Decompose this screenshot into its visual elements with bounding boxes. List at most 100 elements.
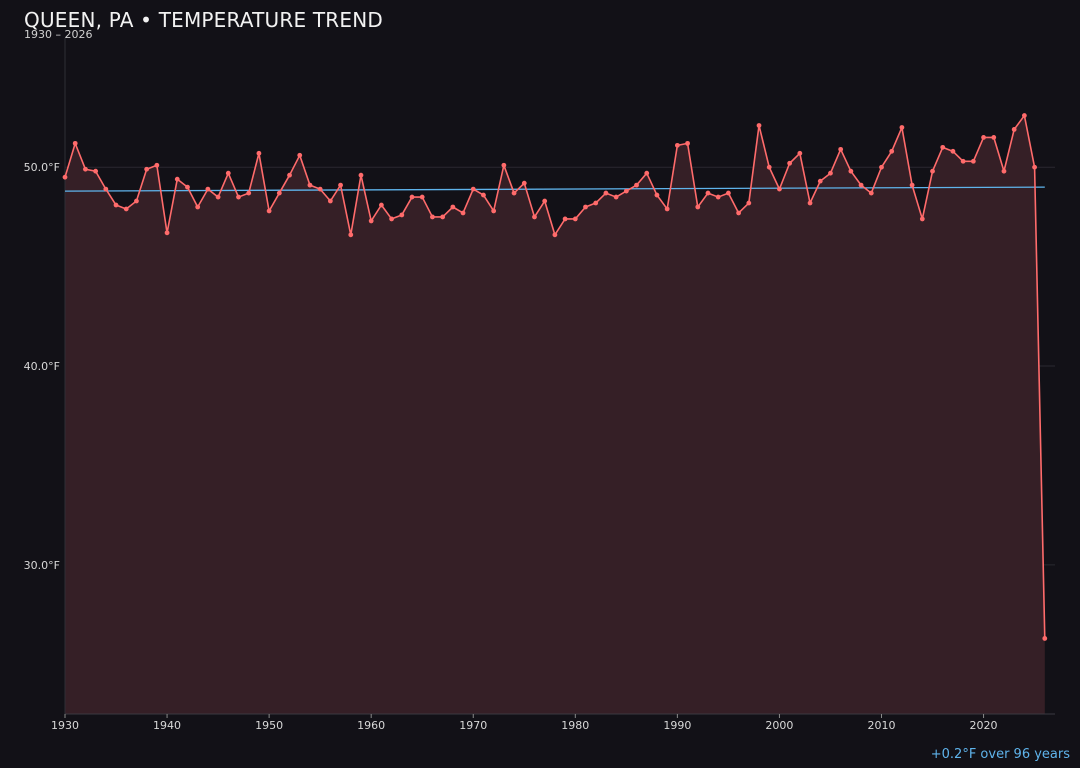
data-point-1946: [225, 170, 231, 176]
y-tick-label: 30.0°F: [24, 559, 60, 572]
data-point-2018: [960, 158, 966, 164]
data-point-1957: [338, 182, 343, 188]
data-point-2017: [950, 148, 956, 154]
x-tick-label: 1980: [561, 719, 589, 732]
data-point-1937: [134, 198, 139, 204]
data-point-1999: [766, 164, 772, 170]
data-point-1998: [756, 123, 762, 128]
data-point-1982: [593, 200, 599, 206]
data-point-1933: [93, 168, 99, 174]
data-point-1986: [634, 182, 639, 188]
data-point-2024: [1021, 113, 1027, 118]
data-point-1992: [695, 204, 701, 210]
y-tick-labels: 30.0°F 40.0°F 50.0°F: [24, 161, 60, 572]
data-point-1974: [511, 190, 517, 196]
data-point-2007: [848, 168, 854, 174]
data-point-1959: [358, 172, 364, 178]
data-point-1956: [327, 198, 333, 204]
data-point-1987: [644, 170, 650, 176]
data-point-2016: [940, 144, 946, 150]
data-point-1970: [470, 186, 476, 192]
data-point-1960: [368, 218, 374, 224]
data-point-1996: [736, 210, 742, 216]
data-point-2014: [919, 216, 925, 222]
data-point-1936: [123, 206, 129, 212]
data-point-2001: [787, 160, 793, 166]
trend-summary: +0.2°F over 96 years: [930, 747, 1070, 762]
data-point-1989: [664, 206, 670, 212]
data-point-1968: [450, 204, 456, 210]
data-point-1962: [389, 216, 394, 222]
data-point-1932: [83, 166, 88, 172]
data-point-1977: [542, 198, 548, 204]
data-point-1980: [572, 216, 578, 222]
data-point-1991: [685, 140, 690, 146]
data-point-1943: [195, 204, 201, 210]
data-point-2020: [981, 135, 986, 140]
data-point-1967: [440, 214, 446, 220]
data-point-2008: [858, 182, 864, 188]
x-tick-label: 2010: [867, 719, 895, 732]
chart-title: QUEEN, PA • TEMPERATURE TREND: [24, 8, 383, 32]
data-point-1973: [501, 162, 507, 168]
data-point-1972: [491, 208, 497, 214]
data-point-2011: [889, 148, 895, 154]
data-point-1984: [613, 194, 619, 200]
area-fill: [65, 115, 1045, 714]
data-point-1964: [409, 194, 415, 200]
data-point-1940: [164, 230, 170, 236]
data-point-1981: [583, 204, 588, 210]
data-point-1993: [705, 190, 711, 196]
data-point-1949: [256, 150, 262, 156]
x-tick-label: 1970: [459, 719, 487, 732]
data-point-2025: [1032, 164, 1037, 170]
data-point-1947: [236, 194, 241, 200]
data-point-1979: [562, 216, 568, 222]
data-point-2022: [1001, 168, 1007, 174]
x-tick-label: 1950: [255, 719, 283, 732]
data-point-1988: [654, 192, 660, 198]
data-point-2023: [1011, 127, 1017, 132]
data-point-1983: [603, 190, 609, 196]
data-point-1945: [215, 194, 221, 200]
data-points: [62, 113, 1048, 641]
data-point-2003: [807, 200, 813, 206]
data-point-1944: [205, 186, 211, 192]
data-point-1969: [460, 210, 466, 216]
data-point-1975: [521, 180, 527, 186]
data-point-2002: [797, 150, 803, 156]
data-point-1953: [297, 152, 303, 158]
x-tick-label: 2000: [765, 719, 793, 732]
data-point-1971: [481, 192, 486, 198]
data-point-1955: [317, 186, 323, 192]
data-point-1938: [144, 166, 150, 172]
data-point-2026: [1042, 636, 1048, 641]
data-point-1978: [552, 232, 558, 238]
data-point-1942: [185, 184, 190, 190]
data-point-1952: [287, 172, 292, 178]
data-point-1930: [62, 174, 68, 180]
data-point-1965: [419, 194, 425, 200]
data-point-2000: [777, 186, 782, 192]
axes: [64, 38, 1055, 718]
data-point-2021: [991, 135, 997, 140]
y-tick-label: 40.0°F: [24, 360, 60, 373]
data-point-2006: [838, 146, 844, 152]
data-point-2009: [868, 190, 874, 196]
data-point-1931: [72, 140, 78, 146]
data-point-1935: [113, 202, 119, 208]
data-point-1939: [154, 162, 160, 168]
x-tick-label: 1990: [663, 719, 691, 732]
data-point-1995: [726, 190, 731, 196]
data-point-1941: [174, 176, 180, 182]
x-tick-labels: 1930 1940 1950 1960 1970 1980 1990 2000 2010 2020: [51, 719, 998, 732]
x-tick-label: 1930: [51, 719, 79, 732]
x-tick-label: 2020: [970, 719, 998, 732]
data-point-1951: [276, 190, 282, 196]
x-tick-label: 1960: [357, 719, 385, 732]
series-area: [65, 115, 1045, 714]
data-point-2013: [909, 182, 915, 188]
data-point-1948: [246, 190, 252, 196]
data-point-1958: [348, 232, 354, 238]
